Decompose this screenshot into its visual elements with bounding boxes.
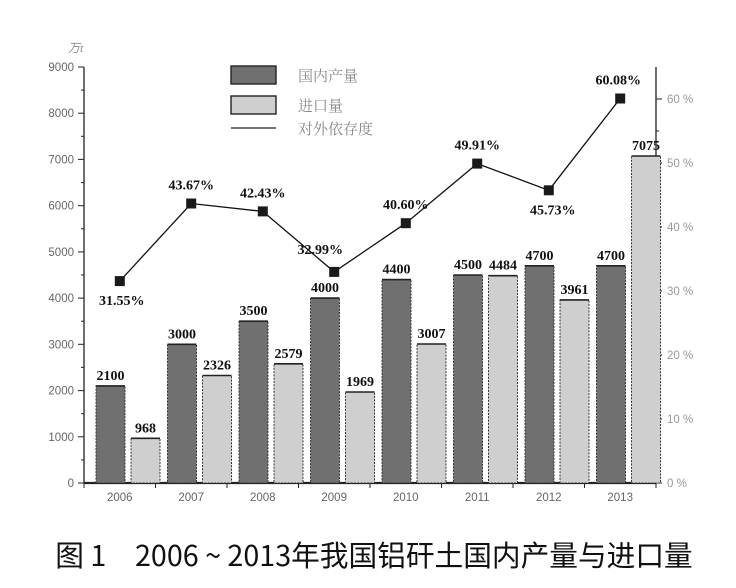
svg-text:进口量: 进口量 xyxy=(298,95,343,116)
svg-text:60 %: 60 % xyxy=(667,94,693,106)
svg-text:1000: 1000 xyxy=(48,432,74,444)
svg-text:40.60%: 40.60% xyxy=(383,198,429,213)
svg-text:9000: 9000 xyxy=(48,62,74,74)
svg-text:30 %: 30 % xyxy=(667,286,693,298)
svg-text:4500: 4500 xyxy=(454,258,482,273)
svg-text:5000: 5000 xyxy=(48,247,74,259)
svg-text:40 %: 40 % xyxy=(667,222,693,234)
svg-text:32.99%: 32.99% xyxy=(297,243,343,258)
svg-text:7000: 7000 xyxy=(48,154,74,166)
svg-text:2013: 2013 xyxy=(607,492,633,504)
svg-text:10 %: 10 % xyxy=(667,414,693,426)
svg-text:8000: 8000 xyxy=(48,108,74,120)
svg-text:968: 968 xyxy=(135,421,156,436)
svg-text:4400: 4400 xyxy=(383,263,411,278)
svg-text:6000: 6000 xyxy=(48,201,74,213)
svg-text:4700: 4700 xyxy=(597,249,625,264)
svg-text:2007: 2007 xyxy=(178,492,204,504)
svg-text:42.43%: 42.43% xyxy=(240,186,286,201)
svg-text:2009: 2009 xyxy=(321,492,347,504)
svg-text:43.67%: 43.67% xyxy=(168,179,214,194)
svg-text:3007: 3007 xyxy=(418,327,446,342)
svg-text:20 %: 20 % xyxy=(667,350,693,362)
svg-text:2326: 2326 xyxy=(203,359,231,374)
svg-text:45.73%: 45.73% xyxy=(530,203,576,218)
svg-text:2008: 2008 xyxy=(250,492,276,504)
svg-text:31.55%: 31.55% xyxy=(99,294,145,309)
svg-text:2006: 2006 xyxy=(107,492,133,504)
svg-text:3961: 3961 xyxy=(561,283,589,298)
svg-text:2000: 2000 xyxy=(48,386,74,398)
svg-text:2010: 2010 xyxy=(393,492,419,504)
svg-text:对外依存度: 对外依存度 xyxy=(298,118,373,139)
svg-text:国内产量: 国内产量 xyxy=(298,65,358,86)
svg-text:图 1 2006 ~ 2013年我国铝矸土国内产量与进口量: 图 1 2006 ~ 2013年我国铝矸土国内产量与进口量 xyxy=(55,534,693,575)
svg-text:0: 0 xyxy=(68,478,74,490)
svg-text:4700: 4700 xyxy=(526,249,554,264)
svg-text:万t: 万t xyxy=(68,41,84,55)
svg-text:4484: 4484 xyxy=(489,259,517,274)
svg-text:4000: 4000 xyxy=(311,281,339,296)
svg-text:0 %: 0 % xyxy=(667,478,687,490)
svg-text:4000: 4000 xyxy=(48,293,74,305)
svg-text:50 %: 50 % xyxy=(667,158,693,170)
svg-text:3000: 3000 xyxy=(48,339,74,351)
svg-text:2579: 2579 xyxy=(275,347,303,362)
svg-text:3000: 3000 xyxy=(168,327,196,342)
svg-text:2100: 2100 xyxy=(97,369,125,384)
svg-text:2011: 2011 xyxy=(465,492,490,504)
svg-text:3500: 3500 xyxy=(240,304,268,319)
svg-text:7075: 7075 xyxy=(632,139,660,154)
svg-text:1969: 1969 xyxy=(346,375,374,390)
svg-text:2012: 2012 xyxy=(536,492,562,504)
svg-text:60.08%: 60.08% xyxy=(595,74,641,89)
svg-text:49.91%: 49.91% xyxy=(454,139,500,154)
